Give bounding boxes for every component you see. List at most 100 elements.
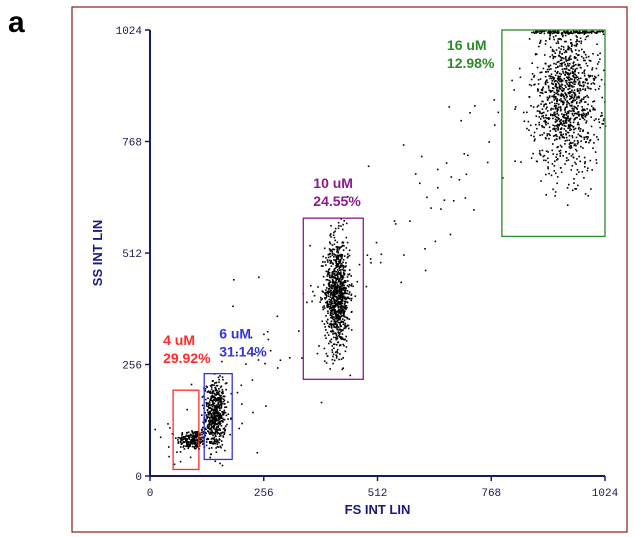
scatter-point xyxy=(549,31,551,33)
scatter-point xyxy=(201,436,203,439)
scatter-point xyxy=(205,385,208,388)
scatter-point xyxy=(583,69,586,71)
scatter-point xyxy=(207,411,209,414)
scatter-point xyxy=(571,113,574,116)
scatter-point xyxy=(578,102,581,104)
scatter-point xyxy=(332,281,334,283)
scatter-point xyxy=(207,420,210,422)
scatter-point xyxy=(582,88,584,90)
scatter-point xyxy=(434,240,437,243)
scatter-point xyxy=(597,74,600,77)
scatter-point xyxy=(571,107,574,110)
scatter-point xyxy=(547,31,549,34)
scatter-point xyxy=(326,355,329,357)
scatter-point xyxy=(558,123,560,126)
scatter-point xyxy=(191,431,194,434)
scatter-point xyxy=(332,276,334,279)
scatter-point xyxy=(583,118,586,121)
scatter-point xyxy=(449,233,452,236)
scatter-point xyxy=(570,58,572,60)
scatter-point xyxy=(342,259,345,261)
scatter-point xyxy=(316,352,319,355)
scatter-point xyxy=(597,61,600,63)
scatter-point xyxy=(336,317,339,319)
scatter-point xyxy=(578,77,580,80)
scatter-point xyxy=(379,261,382,264)
scatter-point xyxy=(564,140,567,142)
scatter-point xyxy=(570,155,573,157)
scatter-point xyxy=(578,123,580,126)
scatter-point xyxy=(219,375,221,377)
scatter-point xyxy=(221,388,224,391)
scatter-point xyxy=(218,397,220,399)
scatter-point xyxy=(218,428,220,431)
scatter-point xyxy=(575,163,577,165)
scatter-point xyxy=(343,295,345,297)
scatter-point xyxy=(341,285,343,287)
scatter-point xyxy=(548,95,551,97)
scatter-point xyxy=(582,109,584,112)
scatter-point xyxy=(573,80,576,82)
scatter-point xyxy=(578,90,580,92)
scatter-point xyxy=(217,406,220,409)
scatter-point xyxy=(340,315,343,317)
scatter-point xyxy=(335,326,338,328)
scatter-point xyxy=(580,136,583,138)
scatter-point xyxy=(334,277,337,279)
scatter-point xyxy=(189,433,192,436)
scatter-point xyxy=(574,70,576,72)
scatter-point xyxy=(575,45,577,47)
scatter-point xyxy=(340,309,342,312)
scatter-point xyxy=(189,443,192,445)
scatter-point xyxy=(221,464,224,467)
scatter-point xyxy=(322,308,325,311)
scatter-point xyxy=(555,67,557,69)
scatter-point xyxy=(581,48,583,51)
scatter-point xyxy=(579,99,582,102)
scatter-point xyxy=(575,150,578,152)
scatter-point xyxy=(250,336,253,339)
scatter-point xyxy=(549,77,551,80)
scatter-point xyxy=(219,398,222,400)
scatter-point xyxy=(222,378,224,381)
scatter-point xyxy=(345,327,347,329)
scatter-point xyxy=(338,333,341,335)
scatter-point xyxy=(568,146,571,148)
scatter-point xyxy=(584,193,587,195)
scatter-point xyxy=(219,416,222,418)
scatter-point xyxy=(350,283,353,285)
scatter-point xyxy=(266,330,269,333)
scatter-point xyxy=(336,337,339,340)
scatter-point xyxy=(224,403,226,405)
scatter-point xyxy=(341,287,344,289)
scatter-point xyxy=(557,40,559,43)
scatter-point xyxy=(553,114,556,117)
scatter-point xyxy=(214,460,217,463)
scatter-point xyxy=(198,445,201,447)
scatter-point xyxy=(564,92,566,94)
scatter-point xyxy=(538,152,541,154)
scatter-point xyxy=(212,434,214,437)
scatter-point xyxy=(339,301,341,303)
scatter-point xyxy=(206,409,209,412)
scatter-point xyxy=(585,112,587,115)
scatter-point xyxy=(570,67,572,69)
scatter-point xyxy=(593,77,596,80)
scatter-point xyxy=(564,31,567,33)
scatter-point xyxy=(342,323,345,326)
scatter-point xyxy=(335,310,338,313)
scatter-point xyxy=(580,40,583,43)
scatter-point xyxy=(210,384,213,386)
scatter-point xyxy=(218,394,221,397)
scatter-point xyxy=(558,47,560,49)
scatter-point xyxy=(571,43,573,46)
scatter-point xyxy=(587,113,589,115)
scatter-point xyxy=(206,403,208,406)
scatter-point xyxy=(210,420,212,423)
scatter-point xyxy=(570,110,572,112)
scatter-point xyxy=(543,30,545,32)
scatter-point xyxy=(548,75,550,77)
scatter-point xyxy=(549,55,551,58)
scatter-point xyxy=(551,76,554,78)
scatter-point xyxy=(556,102,558,105)
